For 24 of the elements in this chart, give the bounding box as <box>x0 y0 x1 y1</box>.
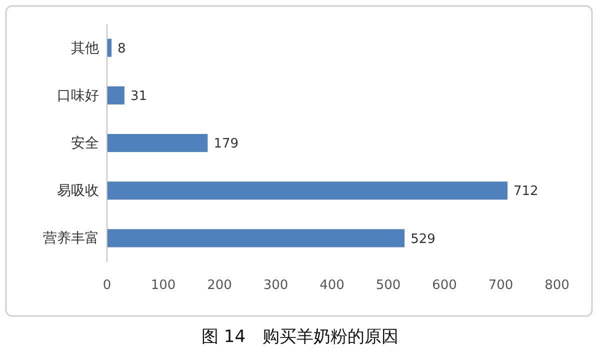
x-tick-label: 300 <box>263 278 288 294</box>
x-tick-label: 0 <box>102 278 112 294</box>
x-tick-label: 800 <box>544 278 570 294</box>
data-label: 8 <box>118 41 126 56</box>
x-tick-label: 500 <box>376 278 401 294</box>
y-tick-label: 其他 <box>71 40 99 56</box>
y-tick-label: 营养丰富 <box>43 230 99 247</box>
y-tick-label: 易吸收 <box>57 183 99 200</box>
y-tick-label: 安全 <box>71 135 99 152</box>
x-tick-label: 700 <box>488 278 514 294</box>
data-label: 529 <box>410 232 436 247</box>
x-tick-label: 400 <box>320 278 344 294</box>
y-tick-label: 口味好 <box>57 88 99 104</box>
bar <box>107 86 124 104</box>
data-label: 179 <box>214 136 239 152</box>
text: 图 14 购买羊奶粉的原因 <box>201 327 399 347</box>
bar <box>107 229 405 248</box>
bar <box>107 182 508 200</box>
x-tick-label: 600 <box>432 278 457 294</box>
data-label: 712 <box>514 184 538 200</box>
bar <box>107 134 208 152</box>
data-label: 31 <box>130 88 147 104</box>
x-tick-label: 200 <box>207 278 232 294</box>
x-tick-label: 100 <box>150 278 176 294</box>
